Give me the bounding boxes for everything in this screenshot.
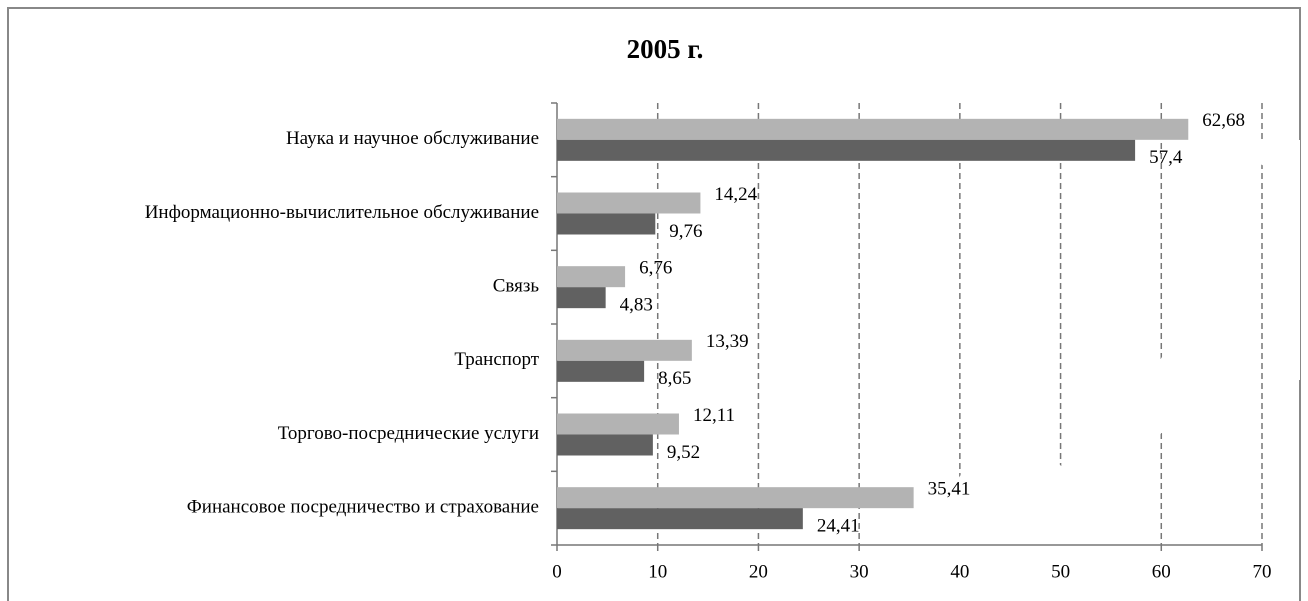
value-label: 4,83	[620, 295, 653, 316]
value-label: 57,4	[1149, 147, 1183, 168]
value-label: 62,68	[1202, 110, 1245, 131]
y-tick-label: Транспорт	[454, 349, 539, 370]
x-tick-label: 60	[1152, 561, 1171, 582]
bar	[557, 118, 1189, 140]
bar	[557, 508, 803, 530]
x-tick-label: 20	[749, 561, 768, 582]
x-tick-label: 70	[1253, 561, 1272, 582]
watermark	[1240, 140, 1300, 380]
value-label: 12,11	[693, 405, 735, 426]
bar	[557, 360, 645, 382]
x-tick-label: 40	[950, 561, 969, 582]
watermark	[1120, 270, 1250, 450]
y-tick-label: Наука и научное обслуживание	[286, 128, 539, 149]
bar	[557, 287, 606, 309]
y-tick-label: Информационно-вычислительное обслуживани…	[145, 202, 539, 223]
bar	[557, 266, 626, 288]
value-label: 9,76	[669, 221, 702, 242]
x-tick-label: 10	[648, 561, 667, 582]
bar	[557, 192, 701, 214]
bar	[557, 434, 653, 456]
y-tick-label: Связь	[493, 276, 540, 297]
x-tick-label: 0	[552, 561, 562, 582]
bar	[557, 339, 692, 361]
y-tick-label: Торгово-посреднические услуги	[278, 423, 539, 444]
bar	[557, 413, 679, 435]
y-tick-label: Финансовое посредничество и страхование	[187, 497, 539, 518]
value-label: 35,41	[928, 479, 971, 500]
value-label: 9,52	[667, 442, 700, 463]
x-tick-label: 50	[1051, 561, 1070, 582]
value-label: 8,65	[658, 368, 691, 389]
bar	[557, 139, 1136, 161]
value-label: 14,24	[714, 184, 757, 205]
value-label: 13,39	[706, 331, 749, 352]
watermark	[900, 420, 1080, 560]
chart-title: 2005 г.	[627, 34, 704, 64]
x-tick-label: 30	[850, 561, 869, 582]
value-label: 6,76	[639, 258, 672, 279]
bar	[557, 487, 914, 509]
value-label: 24,41	[817, 516, 860, 537]
bar	[557, 213, 656, 235]
